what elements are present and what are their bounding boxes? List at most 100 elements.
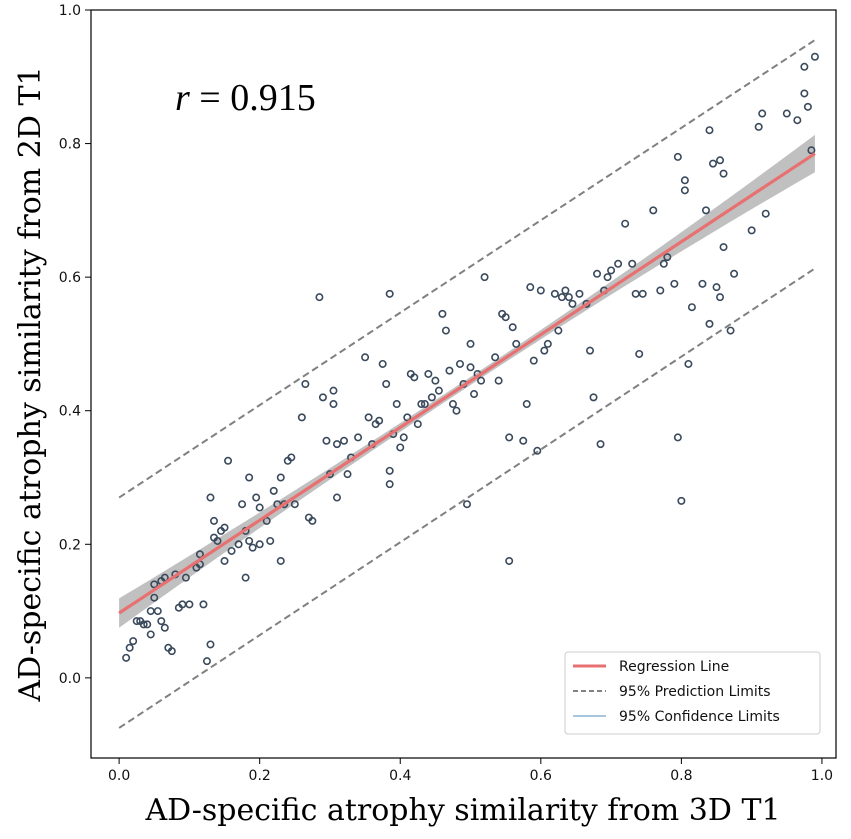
data-point xyxy=(698,279,707,288)
data-point xyxy=(434,386,443,395)
data-point xyxy=(508,323,517,332)
legend-box xyxy=(564,651,821,735)
data-point xyxy=(157,617,166,626)
data-point xyxy=(494,376,503,385)
data-point xyxy=(245,536,254,545)
data-point xyxy=(501,313,510,322)
y-tick-label: 1.0 xyxy=(59,3,81,19)
data-point xyxy=(255,503,264,512)
data-point xyxy=(364,413,373,422)
data-point xyxy=(438,309,447,318)
data-point xyxy=(793,116,802,125)
correlation-annotation: r = 0.915 xyxy=(175,77,316,119)
data-point xyxy=(290,500,299,509)
data-point xyxy=(554,326,563,335)
data-point xyxy=(564,293,573,302)
data-point xyxy=(322,436,331,445)
data-point xyxy=(420,400,429,409)
data-point xyxy=(536,286,545,295)
data-point xyxy=(810,52,819,61)
data-point xyxy=(670,279,679,288)
x-tick-label: 0.6 xyxy=(530,768,552,784)
x-tick-label: 0.0 xyxy=(108,768,130,784)
data-point xyxy=(705,126,714,135)
data-point xyxy=(526,283,535,292)
data-point xyxy=(586,346,595,355)
data-point xyxy=(382,379,391,388)
data-point xyxy=(638,289,647,298)
legend-regression-label: Regression Line xyxy=(619,659,729,675)
legend: Regression Line 95% Prediction Limits 95… xyxy=(564,651,821,735)
data-point xyxy=(375,416,384,425)
data-point xyxy=(550,289,559,298)
data-point xyxy=(392,400,401,409)
data-point xyxy=(466,339,475,348)
data-point xyxy=(803,102,812,111)
data-point xyxy=(150,593,159,602)
data-point xyxy=(227,546,236,555)
data-point xyxy=(445,366,454,375)
data-point xyxy=(649,206,658,215)
data-point xyxy=(455,359,464,368)
data-point xyxy=(329,386,338,395)
data-point xyxy=(195,550,204,559)
data-point xyxy=(758,109,767,118)
confidence-band xyxy=(119,134,815,628)
data-point xyxy=(529,356,538,365)
data-point xyxy=(332,440,341,449)
x-tick-label: 0.8 xyxy=(670,768,692,784)
data-point xyxy=(417,400,426,409)
data-point xyxy=(340,436,349,445)
data-point xyxy=(431,376,440,385)
data-point xyxy=(343,470,352,479)
data-point xyxy=(512,339,521,348)
data-point xyxy=(480,273,489,282)
data-point xyxy=(687,303,696,312)
data-point xyxy=(185,600,194,609)
data-point xyxy=(519,436,528,445)
data-point xyxy=(427,393,436,402)
data-points-layer xyxy=(122,52,819,666)
data-point xyxy=(125,643,134,652)
data-point xyxy=(220,523,229,532)
data-point xyxy=(160,573,169,582)
data-point xyxy=(266,536,275,545)
data-point xyxy=(719,169,728,178)
data-point xyxy=(329,400,338,409)
data-point xyxy=(677,496,686,505)
confidence-band-layer xyxy=(119,134,815,628)
data-point xyxy=(505,433,514,442)
data-point xyxy=(705,319,714,328)
data-point xyxy=(287,453,296,462)
x-tick-label: 0.2 xyxy=(249,768,271,784)
upper-prediction-limit xyxy=(118,39,816,499)
data-point xyxy=(589,393,598,402)
regression-line xyxy=(118,152,816,615)
data-point xyxy=(132,617,141,626)
data-point xyxy=(238,500,247,509)
x-axis-title: AD-specific atrophy similarity from 3D T… xyxy=(144,793,780,828)
data-point xyxy=(252,493,261,502)
data-point xyxy=(153,607,162,616)
data-point xyxy=(761,209,770,218)
data-point xyxy=(540,346,549,355)
data-point xyxy=(800,89,809,98)
data-point xyxy=(269,486,278,495)
y-tick-label: 0.6 xyxy=(59,270,81,286)
data-point xyxy=(708,159,717,168)
data-point xyxy=(220,556,229,565)
data-point xyxy=(726,326,735,335)
data-point xyxy=(659,259,668,268)
data-point xyxy=(206,640,215,649)
data-point xyxy=(561,286,570,295)
data-point xyxy=(396,443,405,452)
data-point xyxy=(146,630,155,639)
data-point xyxy=(297,413,306,422)
x-axis-ticks: 0.0 0.2 0.4 0.6 0.8 1.0 xyxy=(108,758,833,784)
data-point xyxy=(255,540,264,549)
data-point xyxy=(150,580,159,589)
data-point xyxy=(730,269,739,278)
data-point xyxy=(354,433,363,442)
data-point xyxy=(716,156,725,165)
